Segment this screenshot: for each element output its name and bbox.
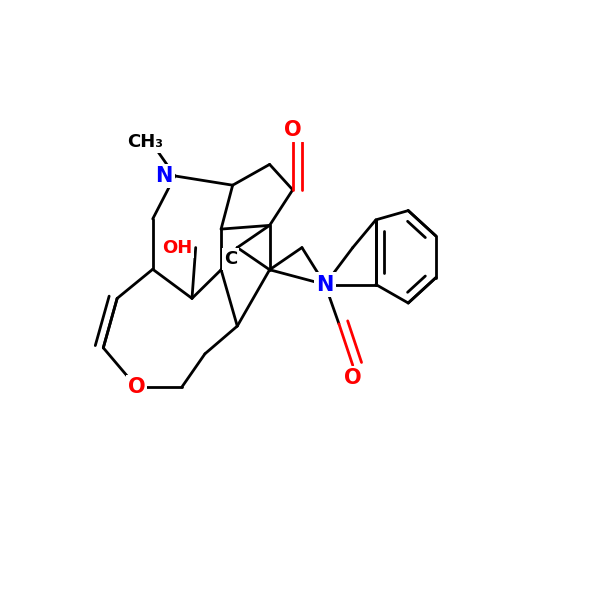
Text: OH: OH [162,239,192,257]
Text: C: C [224,250,237,268]
Text: O: O [284,120,302,140]
Text: CH₃: CH₃ [127,133,163,151]
Text: N: N [155,166,173,186]
Text: O: O [128,377,145,397]
Text: N: N [316,275,334,295]
Text: O: O [344,368,362,388]
